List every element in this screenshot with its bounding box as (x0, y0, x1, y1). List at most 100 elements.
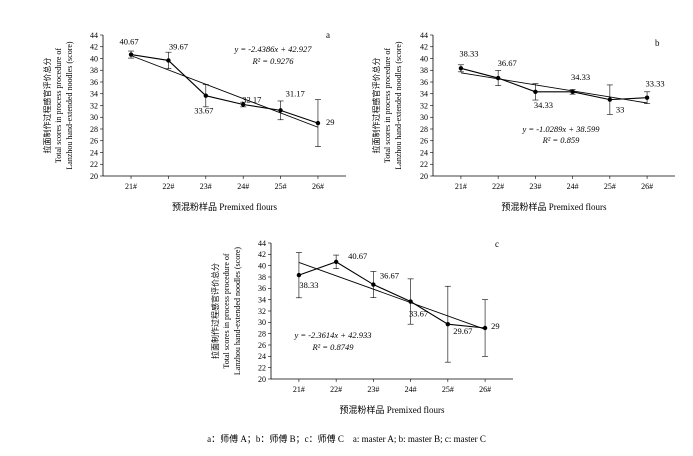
data-label: 33.33 (646, 79, 665, 89)
x-tick-label: 24# (567, 182, 579, 191)
x-tick-label: 23# (367, 385, 379, 394)
data-label: 29 (326, 117, 335, 127)
x-axis-title: 预混粉样品 Premixed flours (340, 404, 445, 415)
x-tick-label: 21# (125, 182, 137, 191)
data-point (203, 93, 209, 98)
x-tick-label: 26# (312, 182, 324, 191)
y-axis-title: 拉面制作过程感官评价总分 (42, 58, 52, 154)
y-axis-title: Total scores in process procedure of (383, 48, 392, 164)
y-tick-label: 22 (90, 160, 98, 169)
data-point (482, 325, 488, 331)
chart-panel-b: 20 22 24 26 28 30 32 34 36 38 40 42 44 21# 22# 23# 24# 25… (371, 31, 675, 212)
series-line (130, 54, 319, 124)
data-label: 40.67 (119, 37, 138, 47)
data-label: 38.33 (299, 280, 318, 290)
x-tick-label: 26# (641, 182, 653, 191)
x-tick-label: 22# (162, 182, 174, 191)
y-tick-label: 42 (420, 43, 428, 52)
data-point (495, 75, 501, 81)
data-point (315, 120, 321, 126)
x-tick-label: 23# (529, 182, 541, 191)
data-point (644, 95, 650, 100)
y-tick-label: 40 (90, 54, 98, 63)
y-tick-label: 36 (258, 284, 266, 293)
data-point (278, 108, 283, 113)
data-point (570, 89, 575, 95)
chart-panel-a: 20 22 24 26 28 30 32 34 36 38 40 42 44 21# 22# 23# 24# 25… (42, 30, 346, 212)
y-tick-label: 44 (258, 239, 266, 248)
trend-equation: y = -2.4386x + 42.927 (233, 44, 312, 54)
x-tick-label: 24# (237, 182, 249, 191)
trend-equation: y = -2.3614x + 42.933 (293, 330, 371, 340)
y-axis-title: Total scores in process procedure of (222, 253, 231, 369)
y-tick-label: 22 (258, 363, 266, 372)
x-tick-label: 25# (442, 385, 454, 394)
data-label: 33.67 (409, 309, 428, 319)
y-axis-title: Lanzhou hand-extended noodles (score) (233, 247, 242, 376)
data-point (408, 299, 413, 304)
data-point (458, 66, 464, 71)
y-tick-label: 20 (90, 172, 98, 181)
y-tick-label: 32 (420, 101, 428, 110)
data-label: 36.67 (380, 271, 399, 281)
data-point (166, 58, 171, 63)
data-point (445, 322, 451, 327)
y-tick-label: 40 (258, 261, 266, 270)
y-tick-label: 24 (420, 148, 428, 157)
x-tick-label: 25# (604, 182, 616, 191)
x-tick-label: 24# (405, 385, 417, 394)
panel-label: b (655, 38, 660, 48)
y-axis-title: 拉面制作过程感官评价总分 (371, 58, 381, 154)
y-tick-label: 28 (420, 125, 428, 134)
data-point (371, 282, 376, 287)
r-squared: R² = 0.859 (542, 135, 581, 145)
y-tick-label: 38 (420, 66, 428, 75)
data-label: 36.67 (498, 58, 517, 68)
x-tick-label: 21# (455, 182, 467, 191)
y-tick-label: 22 (420, 160, 428, 169)
data-point (128, 52, 134, 57)
x-tick-label: 26# (479, 385, 491, 394)
x-tick-label: 23# (200, 182, 212, 191)
y-tick-label: 36 (90, 78, 98, 87)
data-point (296, 272, 302, 278)
y-tick-label: 44 (420, 31, 428, 40)
y-tick-label: 30 (90, 113, 98, 122)
y-tick-label: 20 (258, 375, 266, 384)
y-tick-label: 26 (90, 137, 98, 146)
y-tick-label: 38 (90, 66, 98, 75)
y-tick-label: 30 (420, 113, 428, 122)
y-tick-label: 34 (90, 90, 98, 99)
y-axis-title: 拉面制作过程感官评价总分 (210, 263, 220, 359)
trendline (460, 72, 648, 104)
x-tick-label: 22# (492, 182, 504, 191)
data-label: 39.67 (169, 41, 188, 51)
x-tick-label: 22# (330, 385, 342, 394)
x-tick-label: 25# (275, 182, 287, 191)
data-label: 29.67 (453, 326, 472, 336)
y-tick-label: 36 (420, 78, 428, 87)
y-tick-label: 30 (258, 318, 266, 327)
chart-panel-c: 20 22 24 26 28 30 32 34 36 38 40 42 44 21# 22# 23# 24# 25… (210, 239, 513, 415)
x-axis-title: 预混粉样品 Premixed flours (502, 201, 607, 212)
y-tick-label: 42 (90, 43, 98, 52)
series-line (298, 261, 486, 329)
y-tick-label: 28 (258, 329, 266, 338)
figure-caption: a：师傅 A；b：师傅 B；c：师傅 C a: master A; b: mas… (207, 434, 486, 444)
data-label: 34.33 (534, 100, 553, 110)
panel-label: c (495, 239, 499, 249)
y-tick-label: 32 (258, 307, 266, 316)
trend-equation: y = -1.0289x + 38.599 (521, 124, 600, 134)
panel-label: a (326, 30, 330, 40)
data-point (333, 259, 339, 265)
y-axis-title: Lanzhou hand-extended noodles (score) (394, 41, 403, 170)
data-point (533, 89, 538, 95)
data-label: 34.33 (571, 72, 590, 82)
data-label: 40.67 (348, 251, 367, 261)
data-label: 33 (616, 105, 625, 115)
data-point (607, 97, 613, 102)
data-label: 32.17 (242, 95, 261, 105)
r-squared: R² = 0.8749 (311, 342, 354, 352)
y-tick-label: 24 (90, 148, 98, 157)
data-label: 38.33 (459, 48, 478, 58)
